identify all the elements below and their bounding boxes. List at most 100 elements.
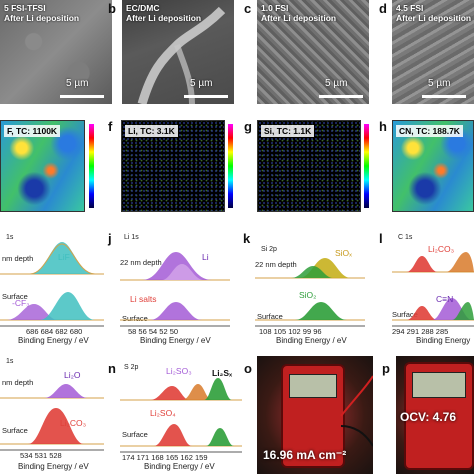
peak-label-li-salts: Li salts <box>130 294 157 304</box>
xps-panel-m: 1s nm depth Surface Li₂O Li₂CO₃ 534 531 … <box>0 358 106 466</box>
x-axis-label: Binding Energy / eV <box>140 336 211 345</box>
x-axis-label: Binding Energy / eV <box>18 336 89 345</box>
sem-panel-d: 4.5 FSI After Li deposition 5 µm <box>392 0 474 104</box>
colorbar <box>89 124 94 208</box>
xps-spectra <box>120 378 242 453</box>
sem-panel-a: 5 FSI-TFSI After Li deposition 5 µm <box>0 0 112 104</box>
map-panel-e: F, TC: 1100K <box>0 120 85 212</box>
xps-header: 1s <box>6 234 14 241</box>
xps-spectra <box>120 252 230 327</box>
xps-panel-k: Si 2p 22 nm depth Surface SiOₓ SiO₂ 108 … <box>255 232 367 340</box>
peak-label-li2so4: Li₂SO₄ <box>150 408 176 418</box>
map-title: CN, TC: 188.7K <box>396 125 463 137</box>
xps-spectra <box>392 252 474 327</box>
sem-title: 1.0 FSI After Li deposition <box>261 3 337 23</box>
panel-label-l: l <box>379 231 383 246</box>
peak-label-li2sx: Li₂Sₓ <box>212 368 233 378</box>
x-tick-labels: 294 291 288 285 <box>392 327 449 336</box>
surface-label: Surface <box>2 426 28 435</box>
panel-label-f: f <box>108 119 113 134</box>
x-tick-labels: 686 684 682 680 <box>26 327 83 336</box>
surface-label: Surface <box>122 430 148 439</box>
sem-panel-c: 1.0 FSI After Li deposition 5 µm <box>257 0 369 104</box>
xps-panel-i: 1s nm depth Surface LiF -CF₃ 686 684 682… <box>0 232 106 340</box>
panel-label-p: p <box>382 361 390 376</box>
panel-label-k: k <box>243 231 251 246</box>
x-axis-label: Binding Energy <box>416 336 471 345</box>
x-tick-labels: 534 531 528 <box>20 451 62 460</box>
map-title: F, TC: 1100K <box>4 125 61 137</box>
panel-label-j: j <box>108 231 112 246</box>
surface-label: Surface <box>257 312 283 321</box>
current-density-label: 16.96 mA cm⁻² <box>263 448 347 462</box>
colorbar <box>228 124 233 208</box>
peak-label-li2so3: Li₂SO₃ <box>166 366 192 376</box>
x-axis-label: Binding Energy / eV <box>18 462 89 471</box>
sem-panel-b: EC/DMC After Li deposition 5 µm <box>122 0 234 104</box>
peak-label-cf3: -CF₃ <box>12 298 30 308</box>
peak-label-siox: SiOₓ <box>335 248 352 258</box>
scale-label: 5 µm <box>66 78 89 89</box>
surface-label: Surface <box>122 314 148 323</box>
map-panel-f: Li, TC: 3.1K <box>121 120 225 212</box>
xps-header: S 2p <box>124 364 139 371</box>
x-axis-label: Binding Energy / eV <box>144 462 215 471</box>
scale-bar <box>184 95 228 98</box>
map-panel-g: Si, TC: 1.1K <box>257 120 361 212</box>
panel-label-c: c <box>244 1 252 16</box>
panel-label-n: n <box>108 361 116 376</box>
peak-label-li2co3: Li₂CO₃ <box>428 244 455 254</box>
meter-screen <box>289 374 337 398</box>
x-tick-labels: 108 105 102 99 96 <box>259 327 322 336</box>
photo-panel-o: 16.96 mA cm⁻² <box>257 356 373 474</box>
sem-title: 4.5 FSI After Li deposition <box>396 3 472 23</box>
map-title: Li, TC: 3.1K <box>125 125 178 137</box>
peak-label-li2o: Li₂O <box>64 370 81 380</box>
xps-spectra <box>0 384 104 451</box>
meter-screen <box>412 372 466 398</box>
x-axis-label: Binding Energy / eV <box>276 336 347 345</box>
xps-panel-l: C 1s Surface Li₂CO₃ C≡N 294 291 288 285 <box>392 232 474 340</box>
scale-label: 5 µm <box>428 78 451 89</box>
xps-panel-n: S 2p Surface Li₂SO₃ Li₂Sₓ Li₂SO₄ 174 171… <box>120 358 244 466</box>
ocv-label: OCV: 4.76 <box>400 410 457 424</box>
depth-label: 22 nm depth <box>255 260 297 269</box>
depth-label: nm depth <box>2 254 34 263</box>
depth-label: 22 nm depth <box>120 258 162 267</box>
panel-label-h: h <box>379 119 387 134</box>
scale-bar <box>422 95 466 98</box>
sem-title: EC/DMC After Li deposition <box>126 3 202 23</box>
peak-label-lif: LiF <box>58 252 70 262</box>
panel-label-d: d <box>379 1 387 16</box>
xps-header: Si 2p <box>261 246 277 253</box>
xps-panel-j: Li 1s 22 nm depth Surface Li Li salts 58… <box>120 232 232 340</box>
panel-label-b: b <box>108 1 116 16</box>
xps-header: C 1s <box>398 234 413 241</box>
probe-wires <box>340 375 373 447</box>
peak-label-sio2: SiO₂ <box>299 290 317 300</box>
sem-title: 5 FSI-TFSI After Li deposition <box>4 3 80 23</box>
scale-label: 5 µm <box>325 78 348 89</box>
x-tick-labels: 174 171 168 165 162 159 <box>122 453 208 462</box>
peak-label-cn: C≡N <box>436 294 454 304</box>
dendrite-shape <box>137 6 226 104</box>
multimeter <box>404 362 474 470</box>
xps-spectra <box>0 242 104 327</box>
depth-label: nm depth <box>2 378 34 387</box>
x-tick-labels: 58 56 54 52 50 <box>128 327 179 336</box>
photo-panel-p: OCV: 4.76 <box>396 356 474 474</box>
peak-label-li: Li <box>202 252 209 262</box>
scale-label: 5 µm <box>190 78 213 89</box>
multimeter <box>281 364 345 468</box>
panel-label-o: o <box>244 361 252 376</box>
map-panel-h: CN, TC: 188.7K <box>392 120 474 212</box>
xps-spectra <box>255 258 365 327</box>
surface-label: Surface <box>392 310 418 319</box>
xps-header: Li 1s <box>124 234 139 241</box>
map-title: Si, TC: 1.1K <box>261 125 315 137</box>
peak-label-li2co3: Li₂CO₃ <box>60 418 87 428</box>
scale-bar <box>319 95 363 98</box>
xps-header: 1s <box>6 358 14 365</box>
scale-bar <box>60 95 104 98</box>
surface-label: Surface <box>2 292 28 301</box>
